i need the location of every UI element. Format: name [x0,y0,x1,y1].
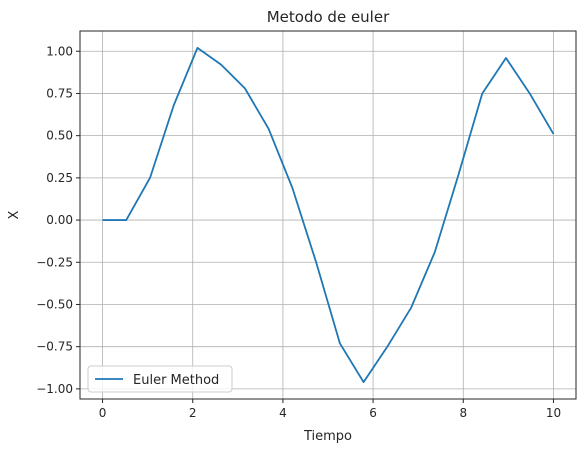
legend-box [87,365,233,393]
axis-ticks: 0 2 4 6 8 10 −1.00 −0.75 −0.50 −0.25 0.00 0.25 0.50 0… [36,44,561,420]
series-layer [102,46,555,384]
y-axis-label: X [7,210,22,219]
legend: Euler Method [87,365,233,393]
series-line-euler-method [102,46,555,384]
x-tick-label: 6 [369,406,377,420]
y-tick-label: −0.25 [36,255,73,269]
y-tick-label: 0.50 [46,129,73,143]
x-tick-label: 4 [279,406,287,420]
plot-frame [79,30,577,400]
x-axis-label: Tiempo [303,429,352,444]
chart-title: Metodo de euler [267,8,390,26]
y-tick-label: 0.25 [46,171,73,185]
y-tick-label: −0.75 [36,340,73,354]
legend-label-euler-method: Euler Method [133,373,219,388]
y-tick-label: 1.00 [46,44,73,58]
y-tick-label: 0.75 [46,86,73,100]
x-tick-label: 8 [459,406,467,420]
y-tick-label: −1.00 [36,382,73,396]
grid-lines [80,31,576,399]
y-tick-label: −0.50 [36,297,73,311]
x-tick-label: 10 [546,406,561,420]
x-tick-label: 0 [99,406,107,420]
y-tick-label: 0.00 [46,213,73,227]
x-tick-label: 2 [189,406,197,420]
